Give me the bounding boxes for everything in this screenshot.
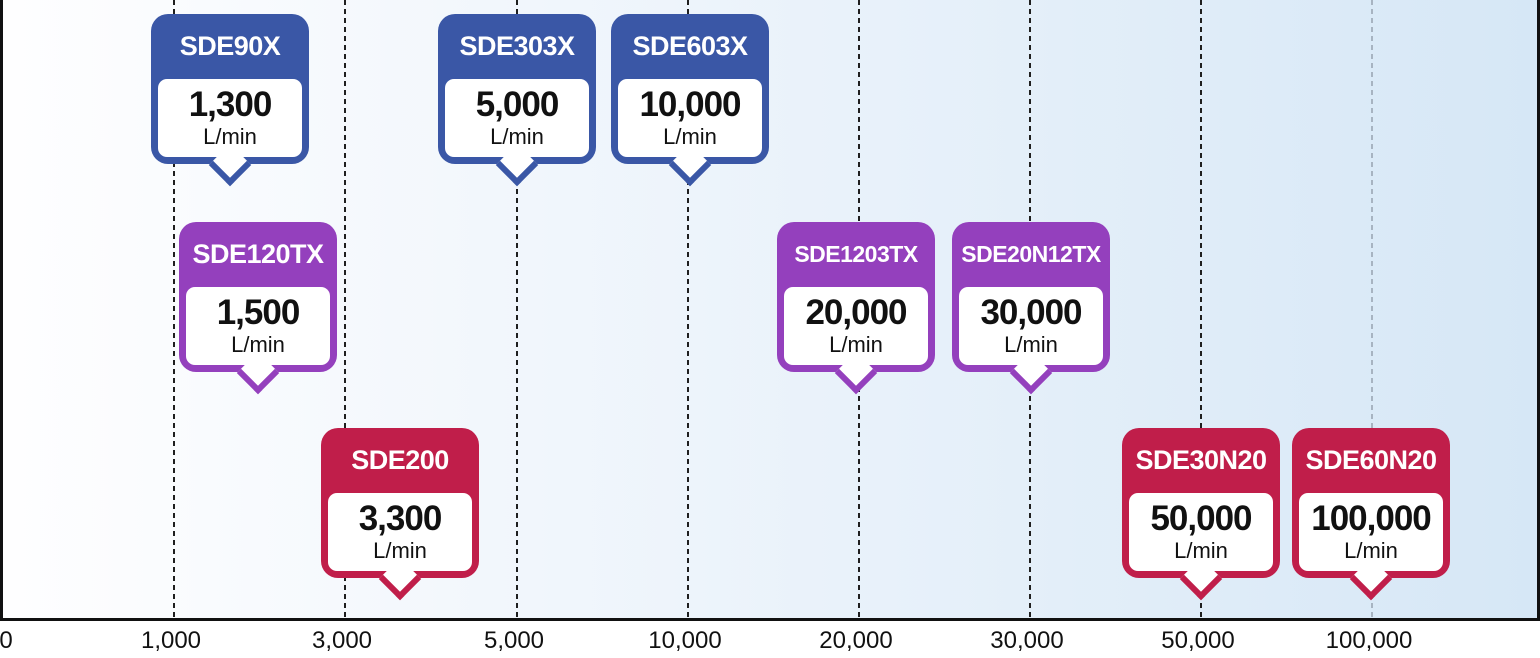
model-name: SDE603X <box>632 31 748 61</box>
flow-value: 1,500 <box>216 293 301 333</box>
flow-unit: L/min <box>231 332 285 358</box>
callout-sde30n20: SDE30N20 50,000 L/min <box>1122 428 1280 601</box>
flow-unit: L/min <box>203 124 257 150</box>
axis-tick-label-30,000: 30,000 <box>990 627 1064 654</box>
callout-sde60n20: SDE60N20 100,000 L/min <box>1292 428 1450 601</box>
callout-sde603x: SDE603X 10,000 L/min <box>611 14 769 187</box>
gridline-5,000 <box>516 0 518 618</box>
gridline-10,000 <box>687 0 689 618</box>
gridline-100,000 <box>1371 0 1373 618</box>
model-name: SDE303X <box>459 31 575 61</box>
flow-panel: 100,000 L/min <box>1299 493 1443 571</box>
flow-value: 100,000 <box>1311 499 1432 539</box>
axis-tick-label-20,000: 20,000 <box>819 627 893 654</box>
axis-tick-label-10,000: 10,000 <box>648 627 722 654</box>
chart-area: SDE90X 1,300 L/min SDE303X 5,000 L/min SDE603X… <box>0 0 1540 621</box>
model-name: SDE200 <box>351 445 449 475</box>
flow-value: 20,000 <box>805 293 907 333</box>
callouts-layer: SDE90X 1,300 L/min SDE303X 5,000 L/min SDE603X… <box>3 0 1537 618</box>
model-name: SDE60N20 <box>1305 445 1437 475</box>
model-name: SDE90X <box>179 31 281 61</box>
flow-unit: L/min <box>373 538 427 564</box>
axis-tick-label-0: 0 <box>0 627 13 654</box>
callout-sde120tx: SDE120TX 1,500 L/min <box>179 222 337 395</box>
model-name: SDE1203TX <box>794 241 918 267</box>
gridline-50,000 <box>1200 0 1202 618</box>
callout-sde303x: SDE303X 5,000 L/min <box>438 14 596 187</box>
flow-panel: 20,000 L/min <box>784 287 928 365</box>
gridline-1,000 <box>173 0 175 618</box>
flow-unit: L/min <box>490 124 544 150</box>
flow-unit: L/min <box>663 124 717 150</box>
model-name: SDE20N12TX <box>961 241 1101 267</box>
flow-unit: L/min <box>829 332 883 358</box>
model-name: SDE30N20 <box>1135 445 1267 475</box>
flow-value: 30,000 <box>980 293 1082 333</box>
flow-value: 50,000 <box>1150 499 1252 539</box>
flow-value: 5,000 <box>475 85 560 125</box>
flow-unit: L/min <box>1344 538 1398 564</box>
flow-unit: L/min <box>1004 332 1058 358</box>
axis-tick-label-1,000: 1,000 <box>140 627 202 654</box>
x-axis-tick-labels: 0 1,000 3,000 5,000 10,000 20,000 30,000 50,000… <box>0 621 1540 658</box>
model-name: SDE120TX <box>192 239 324 269</box>
axis-tick-label-5,000: 5,000 <box>483 627 545 654</box>
callout-sde200: SDE200 3,300 L/min <box>321 428 479 601</box>
flow-unit: L/min <box>1174 538 1228 564</box>
axis-tick-label-3,000: 3,000 <box>311 627 373 654</box>
flow-value: 1,300 <box>188 85 273 125</box>
flow-panel: 5,000 L/min <box>445 79 589 157</box>
flow-value: 10,000 <box>639 85 741 125</box>
flow-value: 3,300 <box>358 499 443 539</box>
axis-tick-label-100,000: 100,000 <box>1325 627 1413 654</box>
flow-panel: 10,000 L/min <box>618 79 762 157</box>
callout-sde90x: SDE90X 1,300 L/min <box>151 14 309 187</box>
gridline-3,000 <box>344 0 346 618</box>
callout-sde20n12tx: SDE20N12TX 30,000 L/min <box>952 222 1110 395</box>
callout-sde1203tx: SDE1203TX 20,000 L/min <box>777 222 935 395</box>
axis-tick-label-50,000: 50,000 <box>1161 627 1235 654</box>
